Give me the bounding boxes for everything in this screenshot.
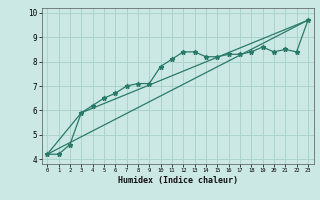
X-axis label: Humidex (Indice chaleur): Humidex (Indice chaleur)	[118, 176, 237, 185]
